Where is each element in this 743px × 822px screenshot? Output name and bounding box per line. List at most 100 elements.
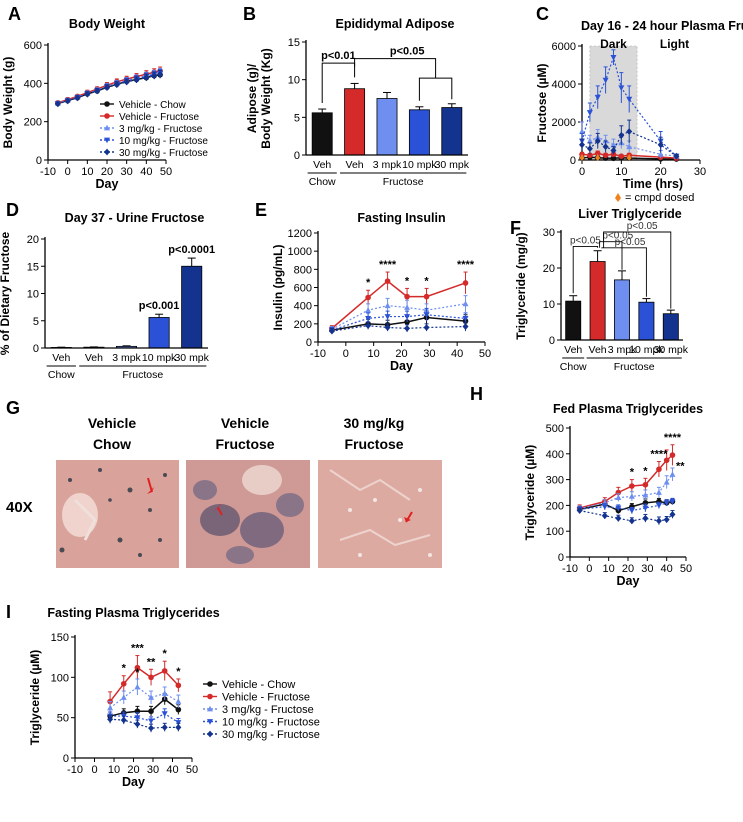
data-point	[157, 70, 164, 78]
data-point	[207, 693, 213, 700]
histology-col2-line1: Vehicle	[221, 415, 269, 431]
y-tick-label: 200	[24, 117, 42, 129]
category-label: Veh	[564, 344, 582, 356]
data-point	[663, 500, 670, 507]
y-tick-label: 15	[27, 261, 39, 273]
dosing-time-marker	[595, 154, 601, 161]
value-annotation: p<0.001	[139, 300, 180, 312]
x-tick-label: 10	[603, 563, 615, 575]
category-label: Veh	[52, 352, 70, 364]
significance-marker: *	[366, 277, 371, 289]
x-tick-label: 10	[81, 166, 93, 178]
data-point	[104, 137, 110, 144]
data-point	[104, 113, 110, 119]
data-point	[328, 327, 335, 335]
data-point	[462, 315, 469, 322]
histology-col2-line2: Fructose	[215, 436, 274, 452]
panel-label: I	[6, 602, 11, 622]
y-axis-label: % of Dietary Fructose	[0, 231, 12, 355]
significance-marker: *	[176, 666, 181, 678]
x-tick-label: 50	[160, 166, 172, 178]
data-point	[423, 312, 430, 318]
y-tick-label: 200	[294, 319, 312, 331]
bar	[441, 107, 463, 156]
shade-label-light: Light	[660, 37, 689, 51]
data-point	[134, 720, 141, 728]
data-point	[669, 499, 676, 505]
y-axis-label: Body Weight (g)	[1, 57, 15, 149]
legend-entry: Vehicle - Fructose	[222, 692, 310, 704]
y-tick-label: 300	[546, 475, 564, 487]
series-mpk30	[576, 507, 676, 525]
data-point	[207, 705, 213, 712]
data-point	[161, 668, 168, 674]
x-tick-label: -10	[562, 563, 578, 575]
y-tick-label: 1200	[288, 228, 312, 240]
y-axis-label-line: Body Weight (Kg)	[259, 48, 273, 148]
chart-panel-e: E Fasting Insulin020040060080010001200Ins…	[255, 200, 491, 373]
significance-bracket	[321, 62, 356, 104]
x-tick-label: 40	[140, 166, 152, 178]
micrograph-vehicle-fructose	[186, 460, 310, 568]
data-point	[579, 128, 585, 134]
data-point	[586, 110, 593, 116]
data-point	[629, 483, 635, 489]
category-label: 10 mpk	[142, 352, 177, 364]
legend-entry: 3 mg/kg - Fructose	[222, 704, 314, 716]
data-point	[84, 90, 91, 98]
dosing-time-marker	[579, 154, 585, 161]
significance-marker: ***	[131, 643, 145, 655]
data-point	[618, 153, 625, 159]
shade-label-dark: Dark	[600, 37, 627, 51]
data-point	[148, 724, 155, 732]
data-point	[594, 150, 601, 157]
data-point	[148, 708, 154, 715]
x-axis-label: Day	[390, 359, 413, 373]
group-label: Chow	[560, 361, 587, 373]
data-point	[161, 690, 168, 696]
legend-entry: Vehicle - Chow	[119, 100, 186, 111]
data-point	[663, 516, 670, 523]
panel-g-histology: G 40X Vehicle Chow Vehicle Fructose 30 m…	[6, 398, 442, 568]
data-point	[148, 674, 154, 681]
data-point	[134, 664, 141, 671]
data-point	[104, 84, 110, 91]
x-axis-label: Day	[617, 574, 640, 588]
y-tick-label: 200	[546, 500, 564, 512]
series-line	[579, 509, 673, 522]
data-point	[161, 711, 168, 717]
y-tick-label: 400	[294, 301, 312, 313]
series-line	[110, 712, 179, 724]
significance-marker: *	[643, 465, 648, 477]
bar	[181, 265, 203, 349]
data-point	[120, 694, 127, 700]
x-tick-label: 0	[586, 563, 592, 575]
x-tick-label: 20	[101, 166, 113, 178]
x-axis-label: Day	[122, 775, 145, 789]
data-point	[626, 128, 633, 135]
y-tick-label: 0	[36, 155, 42, 167]
data-point	[642, 491, 649, 498]
x-tick-label: 20	[655, 166, 667, 178]
data-point	[602, 152, 609, 159]
significance-label: p<0.05	[627, 221, 658, 232]
group-label: Chow	[48, 369, 75, 381]
series-line	[109, 686, 179, 709]
significance-marker: *	[405, 275, 410, 287]
x-axis-label: Day	[96, 177, 119, 191]
series-line	[579, 474, 673, 510]
data-point	[207, 730, 213, 738]
significance-bracket	[572, 245, 599, 294]
data-point	[669, 452, 676, 458]
data-point	[610, 55, 617, 61]
significance-bracket	[599, 241, 623, 270]
data-point	[610, 147, 617, 154]
data-point	[404, 314, 411, 320]
y-tick-label: 50	[57, 713, 69, 725]
data-point	[365, 307, 372, 313]
data-point	[655, 503, 662, 509]
y-tick-label: 150	[51, 632, 69, 644]
significance-marker: ****	[379, 259, 397, 271]
data-point	[618, 85, 625, 91]
data-point	[148, 694, 155, 700]
